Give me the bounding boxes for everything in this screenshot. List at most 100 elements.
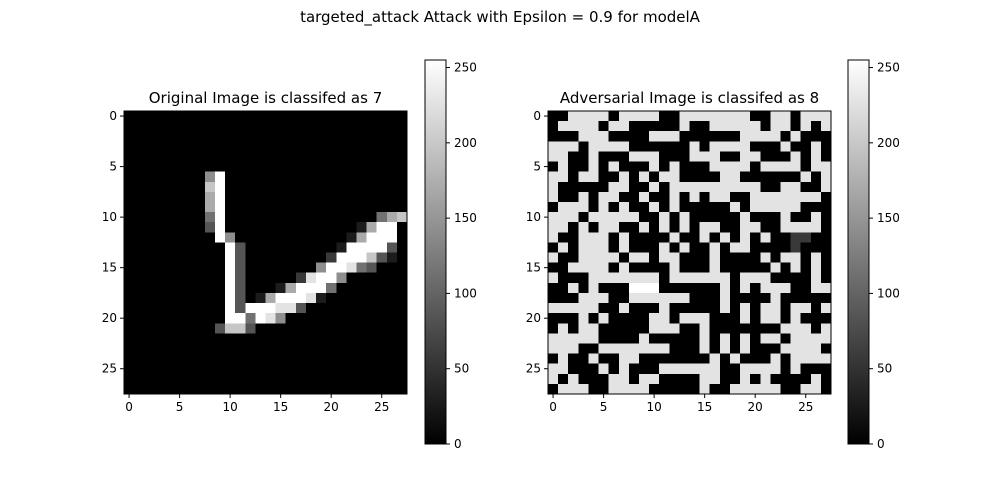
pixel-cell: [618, 292, 630, 304]
pixel-cell: [376, 272, 388, 284]
pixel-cell: [709, 383, 721, 395]
pixel-cell: [669, 111, 680, 122]
pixel-cell: [184, 353, 196, 365]
pixel-cell: [134, 252, 145, 264]
pixel-cell: [356, 181, 367, 193]
pixel-cell: [760, 252, 771, 264]
pixel-cell: [588, 333, 599, 344]
pixel-cell: [305, 191, 317, 203]
pixel-cell: [820, 242, 832, 253]
pixel-cell: [184, 313, 196, 324]
pixel-cell: [649, 201, 660, 213]
pixel-cell: [780, 191, 791, 203]
pixel-cell: [740, 313, 751, 324]
pixel-cell: [174, 292, 186, 304]
pixel-cell: [800, 282, 812, 294]
pixel-cell: [790, 383, 802, 395]
pixel-cell: [548, 373, 559, 385]
pixel-cell: [396, 161, 408, 173]
pixel-cell: [760, 111, 771, 122]
pixel-cell: [638, 151, 650, 162]
pixel-cell: [578, 252, 589, 264]
pixel-cell: [174, 171, 186, 183]
pixel-cell: [740, 303, 751, 314]
pixel-cell: [719, 373, 731, 385]
pixel-cell: [558, 353, 569, 365]
pixel-cell: [295, 262, 307, 274]
pixel-cell: [316, 232, 327, 243]
pixel-cell: [588, 252, 599, 264]
pixel-cell: [568, 222, 579, 233]
pixel-cell: [164, 333, 175, 344]
pixel-cell: [669, 383, 680, 395]
pixel-cell: [820, 141, 832, 152]
pixel-cell: [649, 121, 660, 132]
pixel-cell: [396, 232, 408, 243]
pixel-cell: [326, 292, 337, 304]
pixel-cell: [336, 333, 347, 344]
pixel-cell: [578, 151, 589, 162]
pixel-cell: [649, 191, 660, 203]
pixel-cell: [225, 161, 236, 173]
pixel-cell: [235, 303, 246, 314]
pixel-cell: [326, 262, 337, 274]
colorbar-tick-label: 100: [877, 286, 900, 300]
pixel-cell: [295, 222, 307, 233]
pixel-cell: [548, 222, 559, 233]
pixel-cell: [810, 343, 822, 354]
pixel-cell: [326, 252, 337, 264]
pixel-cell: [144, 141, 155, 152]
pixel-cell: [235, 373, 246, 385]
pixel-cell: [265, 201, 277, 213]
pixel-cell: [578, 333, 589, 344]
pixel-cell: [255, 363, 266, 375]
colorbar-tick-label: 200: [877, 136, 900, 150]
pixel-cell: [235, 212, 246, 223]
pixel-cell: [608, 333, 620, 344]
pixel-cell: [235, 141, 246, 152]
pixel-cell: [638, 141, 650, 152]
pixel-cell: [649, 343, 660, 354]
pixel-cell: [679, 282, 690, 294]
pixel-cell: [316, 383, 327, 395]
pixel-cell: [295, 383, 307, 395]
y-tick-label: 0: [533, 109, 541, 123]
pixel-cell: [275, 181, 287, 193]
pixel-cell: [366, 151, 378, 162]
pixel-cell: [740, 212, 751, 223]
pixel-cell: [184, 292, 196, 304]
pixel-cell: [659, 232, 670, 243]
pixel-cell: [709, 343, 721, 354]
pixel-cell: [548, 171, 559, 183]
pixel-cell: [780, 272, 791, 284]
pixel-cell: [164, 201, 175, 213]
pixel-cell: [568, 353, 579, 365]
pixel-cell: [638, 373, 650, 385]
pixel-cell: [558, 131, 569, 142]
pixel-cell: [174, 383, 186, 395]
pixel-cell: [800, 161, 812, 173]
pixel-cell: [356, 212, 367, 223]
pixel-cell: [548, 323, 559, 334]
pixel-cell: [750, 313, 761, 324]
pixel-cell: [376, 373, 388, 385]
pixel-cell: [144, 383, 155, 395]
pixel-cell: [709, 141, 721, 152]
pixel-cell: [699, 292, 711, 304]
pixel-cell: [750, 131, 761, 142]
pixel-cell: [265, 262, 277, 274]
pixel-cell: [255, 292, 266, 304]
pixel-cell: [326, 353, 337, 365]
pixel-cell: [709, 272, 721, 284]
pixel-cell: [719, 151, 731, 162]
pixel-cell: [679, 252, 690, 264]
pixel-cell: [588, 181, 599, 193]
pixel-cell: [174, 212, 186, 223]
pixel-cell: [174, 323, 186, 334]
pixel-cell: [719, 313, 731, 324]
pixel-cell: [820, 161, 832, 173]
pixel-cell: [386, 303, 398, 314]
pixel-cell: [598, 323, 610, 334]
pixel-cell: [305, 373, 317, 385]
pixel-cell: [588, 343, 599, 354]
